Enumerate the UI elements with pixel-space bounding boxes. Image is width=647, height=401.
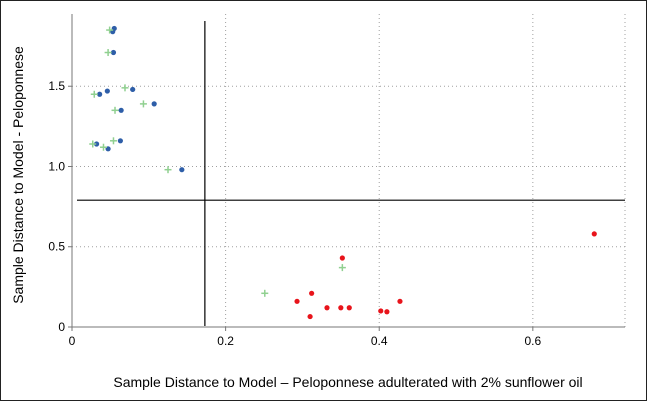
x-tick-label: 0.2 — [217, 334, 234, 348]
red-point — [309, 290, 315, 296]
blue-point — [130, 86, 136, 93]
plus-marker — [111, 106, 119, 114]
blue-point — [97, 91, 103, 97]
plus-marker — [109, 137, 117, 145]
blue-point — [104, 88, 110, 94]
data-points — [89, 25, 597, 320]
blue-point — [110, 49, 117, 56]
tick-labels: 0 0.2 0.4 0.6 0 0.5 1.0 1.5 — [48, 79, 541, 348]
blue-point — [117, 138, 123, 144]
red-point — [324, 305, 330, 311]
red-point — [346, 305, 352, 311]
x-tick-label: 0.4 — [371, 334, 388, 348]
blue-point — [118, 107, 124, 113]
red-point — [307, 313, 313, 320]
y-tick-label: 1.5 — [48, 79, 65, 93]
plus-marker — [139, 100, 147, 108]
red-point — [397, 298, 403, 304]
blue-point — [179, 167, 185, 173]
critical-limit-lines — [77, 21, 625, 326]
red-point — [294, 298, 300, 304]
blue-point — [151, 101, 157, 107]
plus-marker — [89, 140, 97, 148]
grid-lines — [72, 14, 626, 327]
blue-point — [93, 141, 100, 147]
red-point — [384, 309, 390, 315]
plus-marker — [338, 264, 346, 272]
x-tick-label: 0 — [69, 334, 76, 348]
x-axis-label: Sample Distance to Model – Peloponnese a… — [113, 374, 582, 390]
plus-marker — [104, 49, 112, 57]
y-tick-label: 0 — [58, 320, 65, 334]
plus-marker — [261, 289, 269, 297]
y-tick-label: 0.5 — [48, 240, 65, 254]
red-point — [591, 231, 597, 237]
x-tick-label: 0.6 — [524, 334, 541, 348]
y-axis-label: Sample Distance to Model - Peloponnese — [10, 46, 26, 304]
plus-marker — [99, 143, 107, 151]
axes — [71, 14, 625, 328]
plus-marker — [106, 26, 114, 34]
red-point — [339, 255, 345, 261]
plus-marker — [121, 84, 129, 92]
red-point — [378, 308, 384, 314]
plus-marker — [164, 166, 172, 174]
red-point — [338, 305, 344, 311]
y-tick-label: 1.0 — [48, 159, 65, 173]
plus-marker — [90, 90, 98, 98]
